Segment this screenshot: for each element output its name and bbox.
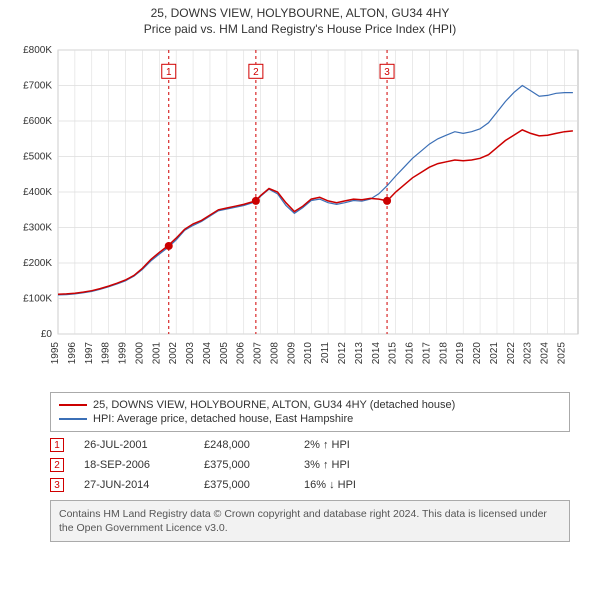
svg-text:£400K: £400K	[23, 187, 52, 198]
svg-text:1999: 1999	[118, 342, 129, 365]
event-row: 3 27-JUN-2014 £375,000 16% ↓ HPI	[50, 478, 570, 492]
svg-text:2004: 2004	[202, 342, 213, 365]
svg-text:2009: 2009	[286, 342, 297, 365]
line-chart-svg: £0 £100K £200K £300K £400K £500K £600K £700K £80…	[10, 44, 590, 384]
svg-text:£600K: £600K	[23, 116, 52, 127]
legend-item: 25, DOWNS VIEW, HOLYBOURNE, ALTON, GU34 …	[59, 399, 561, 411]
svg-text:2001: 2001	[151, 342, 162, 365]
svg-text:£700K: £700K	[23, 81, 52, 92]
chart-title: 25, DOWNS VIEW, HOLYBOURNE, ALTON, GU34 …	[0, 6, 600, 20]
svg-text:2015: 2015	[388, 342, 399, 365]
legend-swatch	[59, 418, 87, 420]
svg-text:2008: 2008	[269, 342, 280, 365]
event-delta: 2% ↑ HPI	[304, 439, 350, 451]
chart-container: 25, DOWNS VIEW, HOLYBOURNE, ALTON, GU34 …	[0, 6, 600, 596]
legend-label: 25, DOWNS VIEW, HOLYBOURNE, ALTON, GU34 …	[93, 399, 455, 411]
attribution: Contains HM Land Registry data © Crown c…	[50, 500, 570, 542]
svg-text:2007: 2007	[253, 342, 264, 365]
event-date: 18-SEP-2006	[84, 459, 184, 471]
events-table: 1 26-JUL-2001 £248,000 2% ↑ HPI 2 18-SEP-2006…	[50, 438, 570, 492]
event-marker: 3	[50, 478, 64, 492]
svg-text:1996: 1996	[67, 342, 78, 365]
legend: 25, DOWNS VIEW, HOLYBOURNE, ALTON, GU34 …	[50, 392, 570, 432]
svg-text:2020: 2020	[472, 342, 483, 365]
svg-text:£500K: £500K	[23, 152, 52, 163]
svg-text:2005: 2005	[219, 342, 230, 365]
svg-text:2013: 2013	[354, 342, 365, 365]
svg-text:£300K: £300K	[23, 223, 52, 234]
event-date: 26-JUL-2001	[84, 439, 184, 451]
svg-text:£800K: £800K	[23, 45, 52, 56]
svg-text:2016: 2016	[405, 342, 416, 365]
svg-text:1995: 1995	[50, 342, 61, 365]
chart-subtitle: Price paid vs. HM Land Registry's House …	[0, 22, 600, 36]
svg-text:2011: 2011	[320, 342, 331, 364]
svg-text:2025: 2025	[556, 342, 567, 365]
event-price: £375,000	[204, 479, 284, 491]
svg-text:2024: 2024	[540, 342, 551, 365]
svg-text:2014: 2014	[371, 342, 382, 365]
svg-text:2003: 2003	[185, 342, 196, 365]
event-row: 1 26-JUL-2001 £248,000 2% ↑ HPI	[50, 438, 570, 452]
svg-text:2: 2	[253, 67, 259, 78]
svg-text:2002: 2002	[168, 342, 179, 365]
svg-text:2017: 2017	[421, 342, 432, 365]
event-marker: 2	[50, 458, 64, 472]
svg-text:£0: £0	[41, 329, 53, 340]
svg-text:1997: 1997	[84, 342, 95, 365]
legend-label: HPI: Average price, detached house, East…	[93, 413, 353, 425]
event-date: 27-JUN-2014	[84, 479, 184, 491]
event-marker: 1	[50, 438, 64, 452]
svg-text:£100K: £100K	[23, 294, 52, 305]
svg-text:2010: 2010	[303, 342, 314, 365]
event-price: £248,000	[204, 439, 284, 451]
event-price: £375,000	[204, 459, 284, 471]
svg-text:3: 3	[384, 67, 390, 78]
svg-text:2012: 2012	[337, 342, 348, 365]
svg-text:2022: 2022	[506, 342, 517, 365]
chart-area: £0 £100K £200K £300K £400K £500K £600K £700K £80…	[10, 44, 590, 384]
svg-text:2018: 2018	[438, 342, 449, 365]
legend-item: HPI: Average price, detached house, East…	[59, 413, 561, 425]
svg-text:1: 1	[166, 67, 172, 78]
svg-text:2021: 2021	[489, 342, 500, 365]
event-delta: 16% ↓ HPI	[304, 479, 356, 491]
svg-text:2006: 2006	[236, 342, 247, 365]
event-row: 2 18-SEP-2006 £375,000 3% ↑ HPI	[50, 458, 570, 472]
svg-text:1998: 1998	[101, 342, 112, 365]
svg-text:2023: 2023	[523, 342, 534, 365]
svg-text:2000: 2000	[134, 342, 145, 365]
event-delta: 3% ↑ HPI	[304, 459, 350, 471]
svg-text:2019: 2019	[455, 342, 466, 365]
legend-swatch	[59, 404, 87, 406]
svg-text:£200K: £200K	[23, 258, 52, 269]
